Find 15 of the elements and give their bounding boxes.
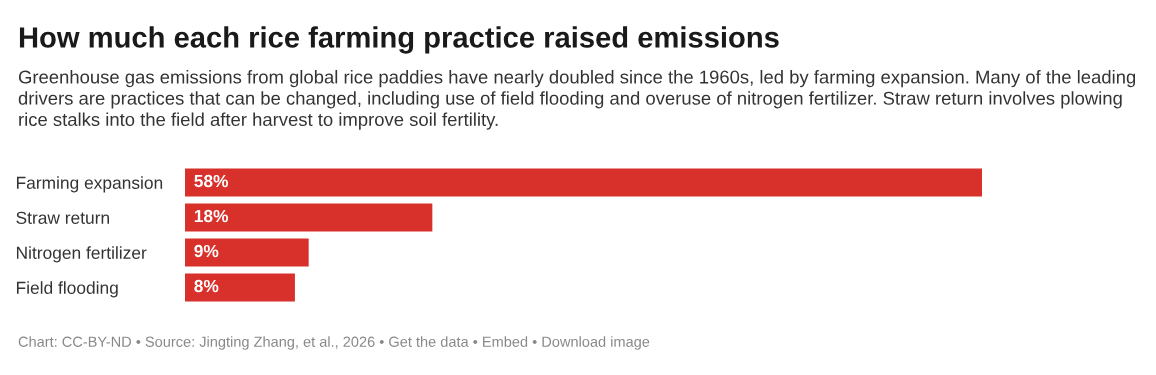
text: Chart: CC-BY-ND • Source: Jingting Zhang, et al., 2026 • Get the data • Embed • Download image bbox=[18, 336, 650, 350]
y-tick-label: Field flooding bbox=[16, 281, 118, 298]
bar bbox=[185, 168, 982, 197]
data-label: 8% bbox=[194, 279, 219, 293]
bar bbox=[185, 238, 309, 267]
y-tick-label: Farming expansion bbox=[16, 176, 163, 193]
bar bbox=[185, 273, 295, 302]
data-label: 18% bbox=[194, 209, 229, 223]
chart-title: How much each rice farming practice raised emissions bbox=[19, 26, 779, 54]
data-label: 9% bbox=[194, 244, 219, 258]
y-tick-label: Straw return bbox=[16, 211, 109, 224]
y-tick-label: Nitrogen fertilizer bbox=[16, 246, 147, 263]
chart-subtitle: Greenhouse gas emissions from global rice paddies have nearly doubled since the 1960s, led by farming expansion. Many of the leading drivers are practices that can be changed, including use of field flooding and overuse of nitrogen fertilizer. Straw return involves plowing rice stalks into the field after harvest to improve soil fertility. bbox=[18, 70, 1136, 130]
data-label: 58% bbox=[194, 174, 229, 188]
bar bbox=[185, 203, 433, 232]
